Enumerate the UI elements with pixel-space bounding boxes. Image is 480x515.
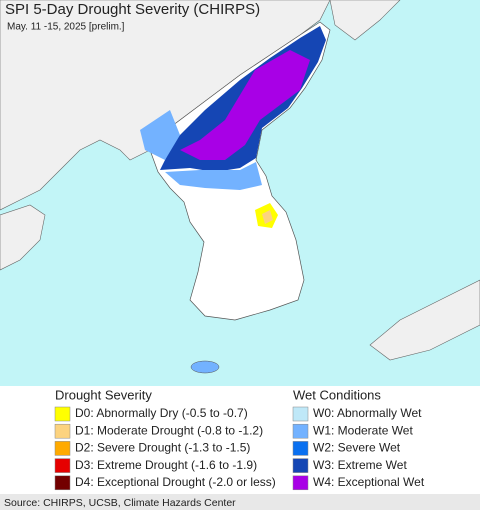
legend-label: W3: Extreme Wet bbox=[313, 458, 407, 472]
legend-swatch bbox=[292, 441, 309, 456]
legend-swatch bbox=[54, 441, 71, 456]
shandong-land bbox=[0, 204, 46, 271]
legend-label: D4: Exceptional Drought (-2.0 or less) bbox=[75, 475, 276, 489]
legend-panel bbox=[0, 386, 480, 494]
legend-label: D0: Abnormally Dry (-0.5 to -0.7) bbox=[75, 406, 248, 420]
wet-w4-area bbox=[180, 50, 310, 160]
subtitle: May. 11 -15, 2025 [prelim.] bbox=[7, 22, 125, 33]
wet-w1-area bbox=[140, 110, 180, 160]
title: SPI 5-Day Drought Severity (CHIRPS) bbox=[5, 1, 260, 18]
legend-label: W1: Moderate Wet bbox=[313, 423, 413, 437]
legend-swatch bbox=[292, 475, 309, 491]
legend-swatch bbox=[54, 423, 71, 439]
legend-items: D0: Abnormally Dry (-0.5 to -0.7) D1: Mod… bbox=[54, 406, 425, 491]
legend-swatch bbox=[54, 458, 71, 473]
sea-detail bbox=[440, 80, 480, 160]
legend-label: D3: Extreme Drought (-1.6 to -1.9) bbox=[75, 458, 257, 472]
wet-w1-south bbox=[165, 162, 262, 190]
legend-swatch bbox=[292, 423, 309, 439]
legend-label: D1: Moderate Drought (-0.8 to -1.2) bbox=[75, 423, 263, 437]
dry-d1-area bbox=[262, 210, 273, 224]
legend-title: Drought Severity bbox=[55, 387, 152, 402]
legend-swatch bbox=[292, 406, 309, 422]
legend-label: W2: Severe Wet bbox=[313, 441, 401, 455]
jeju-island bbox=[190, 360, 220, 374]
japan-land bbox=[369, 279, 480, 361]
source: Source: CHIRPS, UCSB, Climate Hazards Ce… bbox=[4, 497, 236, 509]
legend-title: Wet Conditions bbox=[293, 387, 381, 402]
legend-swatch bbox=[54, 406, 71, 422]
russia-land bbox=[329, 0, 401, 41]
legend-swatch bbox=[292, 458, 309, 473]
footer-band bbox=[0, 494, 480, 510]
legend-label: D2: Severe Drought (-1.3 to -1.5) bbox=[75, 441, 250, 455]
legend-swatch bbox=[54, 475, 71, 491]
legend-label: W0: Abnormally Wet bbox=[313, 406, 422, 420]
legend-label: W4: Exceptional Wet bbox=[313, 475, 425, 489]
